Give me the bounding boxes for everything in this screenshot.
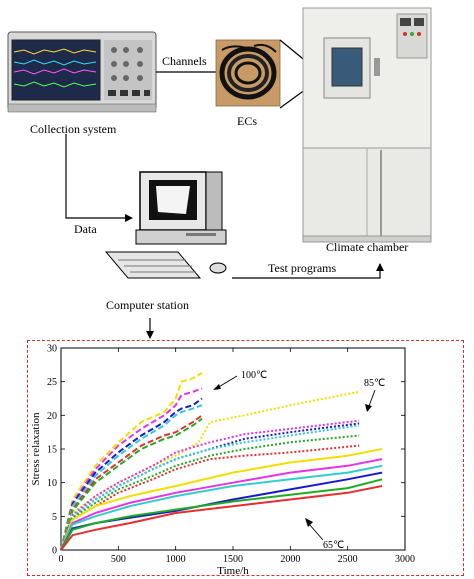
ecs-label: ECs <box>237 114 258 128</box>
series-line-solid-5 <box>60 485 383 551</box>
x-tick-label: 1500 <box>223 554 243 565</box>
climate-chamber-label: Climate chamber <box>326 240 409 254</box>
series-line-dashed-5 <box>60 417 203 551</box>
series-line-dashed-3 <box>60 404 203 551</box>
series-line-dashed-2 <box>60 397 203 551</box>
system-diagram <box>7 7 432 339</box>
collection-system-label: Collection system <box>30 122 117 136</box>
plot-area <box>60 347 406 551</box>
x-tick-label: 2000 <box>280 554 300 565</box>
y-tick-label: 10 <box>47 478 57 489</box>
computer-station-label: Computer station <box>106 298 189 312</box>
y-tick-label: 20 <box>47 411 57 422</box>
annotation-65c-arrowhead <box>305 518 313 527</box>
x-tick-label: 1000 <box>166 554 186 565</box>
channels-label: Channels <box>162 54 207 68</box>
annotation-100c-arrow <box>216 375 238 389</box>
series-line-solid-4 <box>60 478 383 551</box>
x-tick-label: 0 <box>59 554 64 565</box>
y-tick-label: 5 <box>52 512 57 523</box>
annotation-85c-arrow <box>368 389 376 407</box>
annotation-65c: 65℃ <box>323 540 344 551</box>
test-programs-label: Test programs <box>268 261 337 275</box>
climate-chamber-icon <box>302 7 432 243</box>
test-programs-arrow <box>232 263 384 279</box>
annotation-85c-arrowhead <box>365 404 372 412</box>
series-line-dotted-3 <box>60 424 360 551</box>
y-tick-label: 0 <box>52 546 57 557</box>
stress-relaxation-chart: 0 500 1000 1500 2000 2500 3000 0 5 10 15 20 25 30 Time… <box>30 344 415 577</box>
annotation-65c-arrow <box>308 523 324 541</box>
y-axis-label: Stress relaxation <box>30 412 42 486</box>
series-line-dotted-5 <box>60 444 360 551</box>
oscilloscope-icon <box>7 31 157 113</box>
series-line-dashed-1 <box>60 387 203 551</box>
annotation-100c-arrowhead <box>213 384 221 390</box>
data-arrow <box>65 134 133 222</box>
y-tick-label: 15 <box>47 445 57 456</box>
series-line-solid-1 <box>60 458 383 551</box>
series-line-solid-0 <box>60 448 383 551</box>
x-tick-label: 3000 <box>395 554 415 565</box>
x-axis-label: Time/h <box>217 565 249 576</box>
series-line-dashed-4 <box>60 414 203 551</box>
series-line-dashed-0 <box>60 372 203 551</box>
computer-icon <box>104 171 227 279</box>
chart-frame <box>27 340 464 576</box>
series-line-dotted-1 <box>60 419 360 551</box>
series-line-solid-2 <box>60 464 383 551</box>
x-tick-label: 500 <box>111 554 126 565</box>
cable-coil-icon <box>215 39 281 107</box>
y-tick-label: 25 <box>47 377 57 388</box>
series-line-dotted-4 <box>60 434 360 551</box>
y-tick-label: 30 <box>47 344 57 355</box>
data-label: Data <box>74 222 97 236</box>
annotation-100c: 100℃ <box>241 370 267 381</box>
x-tick-label: 2500 <box>338 554 358 565</box>
annotation-85c: 85℃ <box>364 378 385 389</box>
